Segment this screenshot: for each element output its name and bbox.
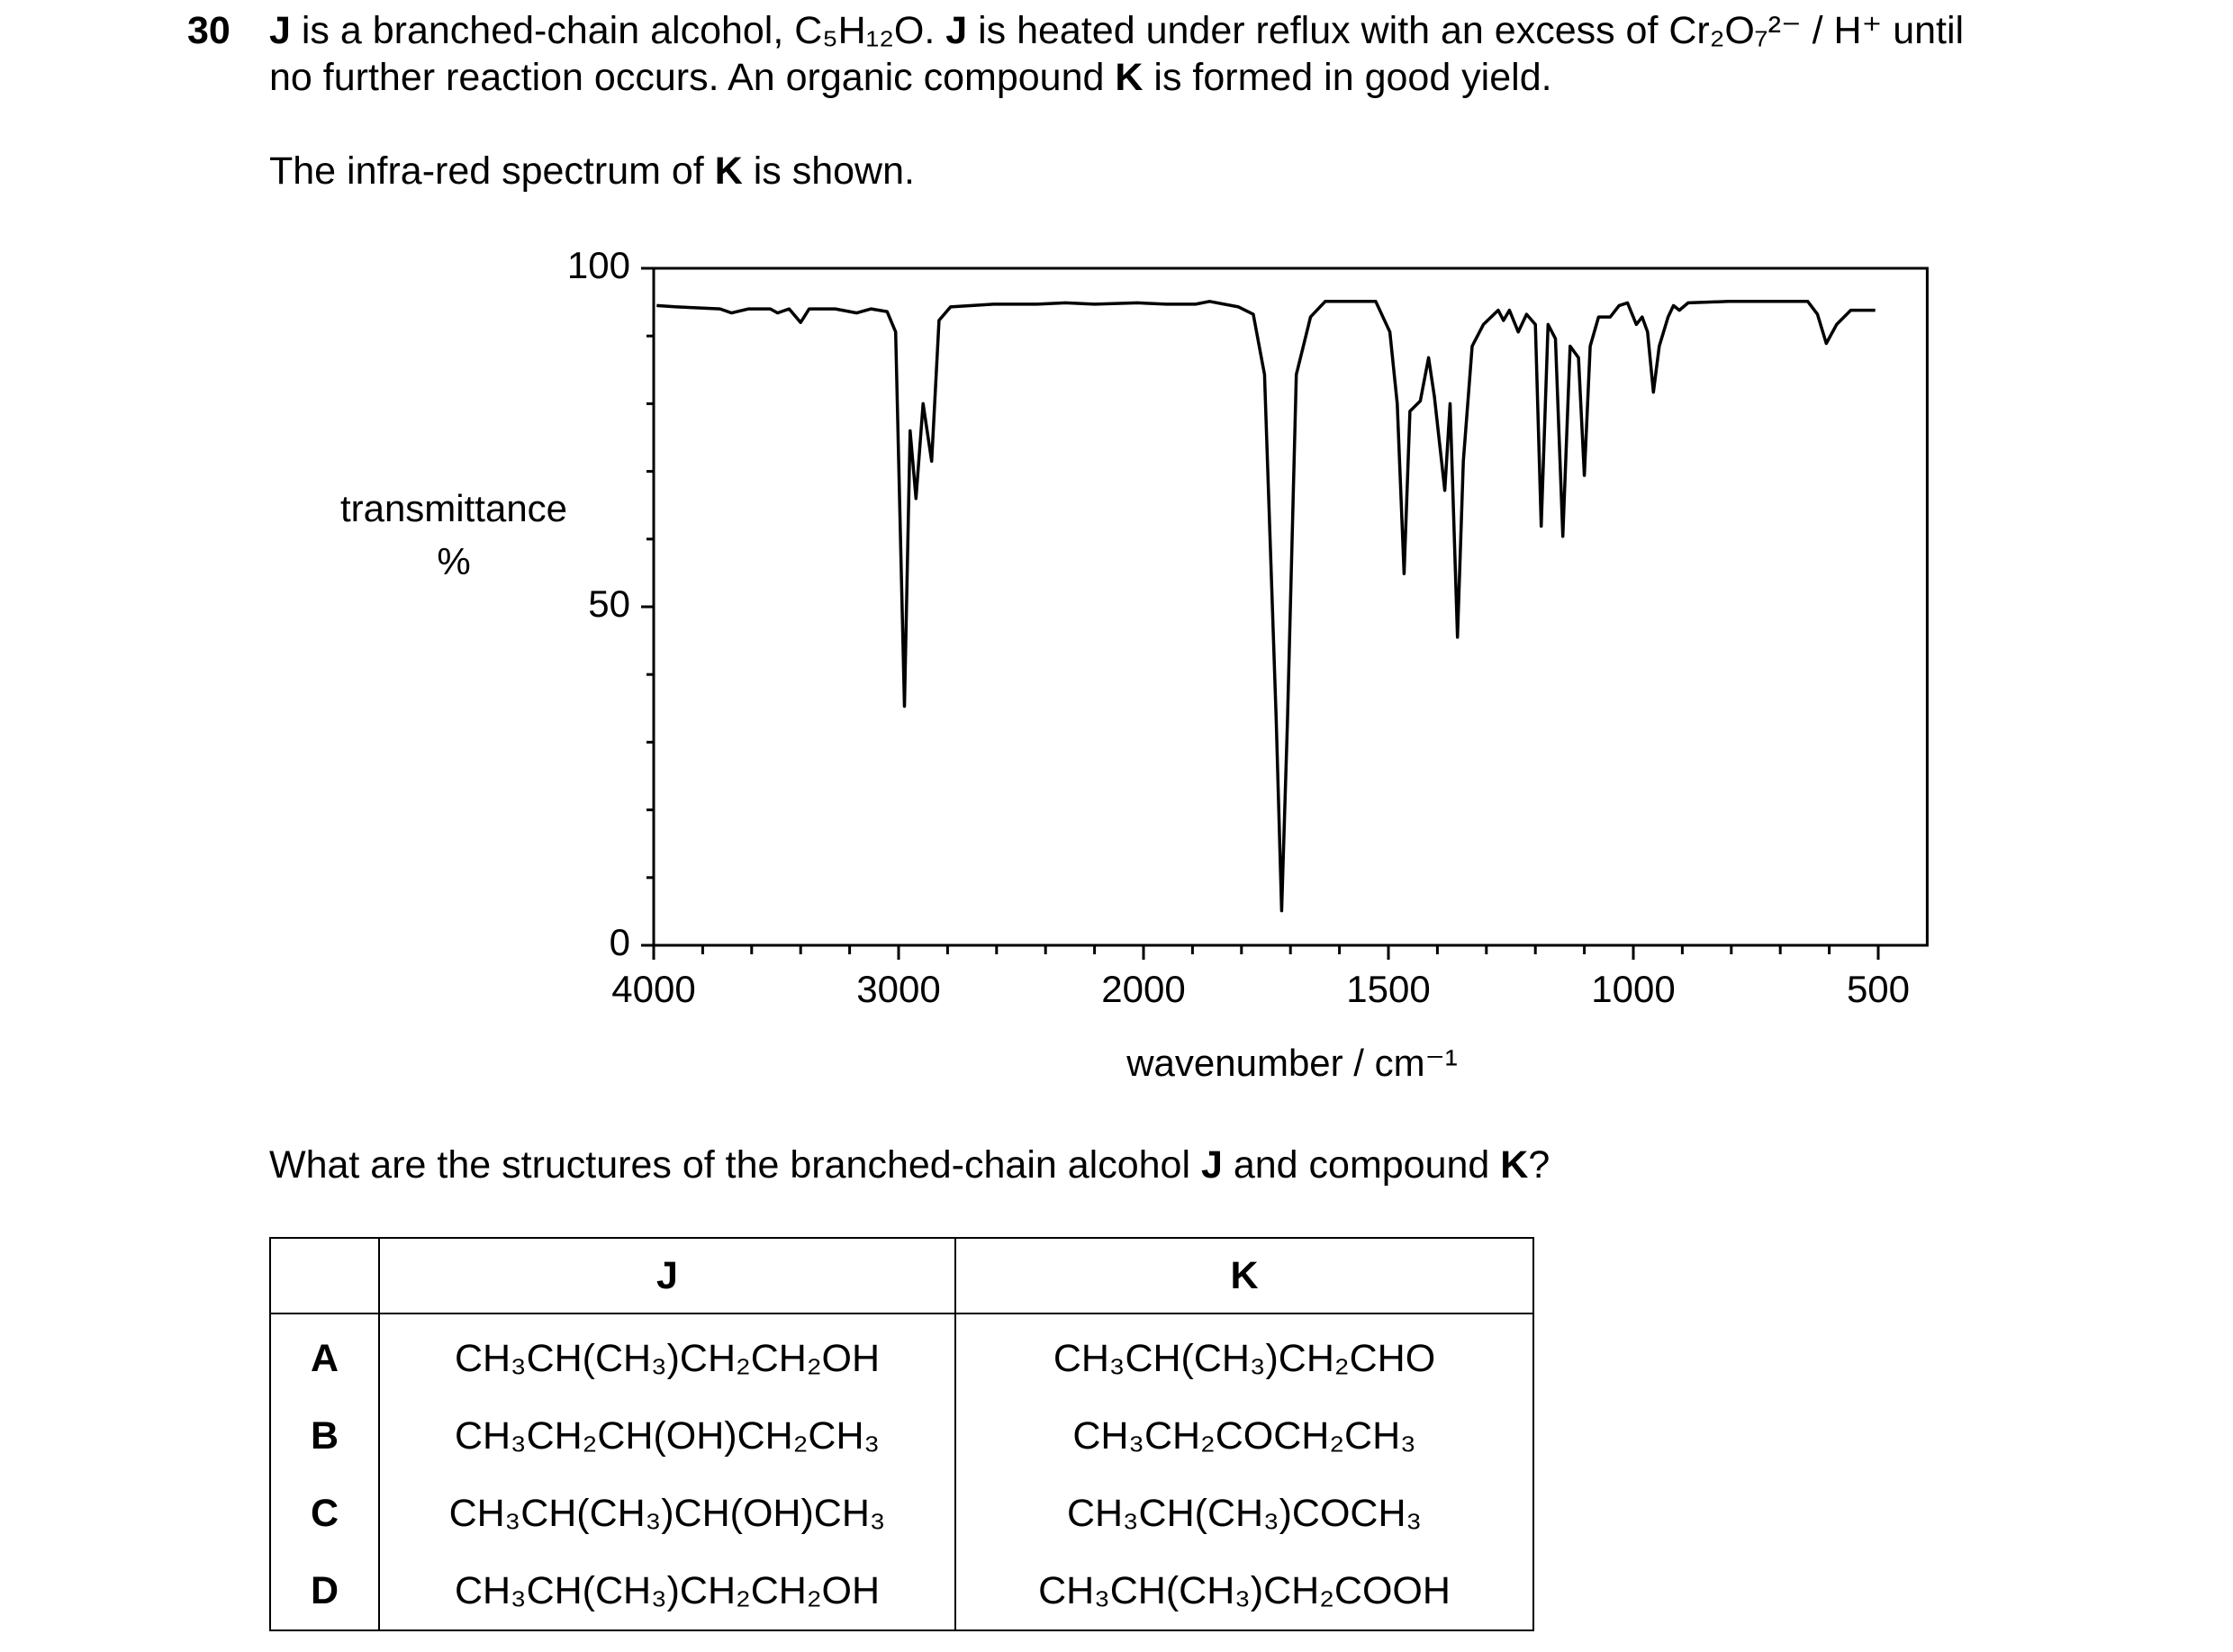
- formula-cell: CH₃CH(CH₃)CH₂COOH: [954, 1552, 1534, 1631]
- table-row: B CH₃CH₂CH(OH)CH₂CH₃ CH₃CH₂COCH₂CH₃: [269, 1397, 1534, 1475]
- option-letter: C: [269, 1475, 380, 1552]
- text-run: and compound: [1222, 1143, 1501, 1187]
- table-row: A CH₃CH(CH₃)CH₂CH₂OH CH₃CH(CH₃)CH₂CHO: [269, 1313, 1534, 1397]
- text-run: ?: [1528, 1143, 1550, 1187]
- table-row: D CH₃CH(CH₃)CH₂CH₂OH CH₃CH(CH₃)CH₂COOH: [269, 1552, 1534, 1631]
- text-run: J: [1200, 1143, 1223, 1187]
- text-run: J: [269, 9, 291, 52]
- spectrum-line: [656, 300, 1876, 913]
- header-cell: J: [378, 1237, 956, 1314]
- option-letter: A: [269, 1313, 380, 1397]
- x-tick-label: 1500: [1346, 968, 1430, 1010]
- question-line: J is a branched-chain alcohol, C₅H₁₂O. J…: [269, 7, 1964, 54]
- x-axis-label: wavenumber / cm⁻¹: [1126, 1042, 1458, 1084]
- formula-cell: CH₃CH₂COCH₂CH₃: [954, 1397, 1534, 1475]
- corner-cell: [269, 1237, 380, 1314]
- text-run: K: [1115, 56, 1144, 99]
- text-run: is heated under reflux with an excess of…: [967, 9, 1965, 52]
- question-line: no further reaction occurs. An organic c…: [269, 54, 1552, 101]
- text-run: K: [1500, 1143, 1529, 1187]
- x-tick-label: 500: [1847, 968, 1910, 1010]
- y-tick-label: 0: [610, 921, 630, 963]
- formula-cell: CH₃CH(CH₃)CH₂CH₂OH: [378, 1313, 956, 1397]
- text-run: K: [714, 149, 743, 193]
- question-number: 30: [187, 9, 231, 52]
- option-letter: D: [269, 1552, 380, 1631]
- prompt: What are the structures of the branched-…: [269, 1142, 1550, 1188]
- y-tick-label: 50: [588, 582, 630, 625]
- formula-cell: CH₃CH(CH₃)CH₂CH₂OH: [378, 1552, 956, 1631]
- text-run: is a branched-chain alcohol, C₅H₁₂O.: [290, 9, 946, 52]
- ir-spectrum: 4000 3000 2000 1500 1000 500 0 50 100 transmittan…: [340, 244, 1929, 1084]
- x-tick-label: 4000: [611, 968, 695, 1010]
- formula-cell: CH₃CH(CH₃)CH(OH)CH₃: [378, 1475, 956, 1552]
- formula-cell: CH₃CH(CH₃)COCH₃: [954, 1475, 1534, 1552]
- y-axis-label: %: [437, 540, 470, 582]
- text-run: J: [945, 9, 968, 52]
- spectrum-caption: The infra-red spectrum of K is shown.: [269, 148, 915, 194]
- text-run: no further reaction occurs. An organic c…: [269, 56, 1116, 99]
- x-tick-label: 2000: [1101, 968, 1185, 1010]
- table-row: C CH₃CH(CH₃)CH(OH)CH₃ CH₃CH(CH₃)COCH₃: [269, 1475, 1534, 1552]
- formula-cell: CH₃CH(CH₃)CH₂CHO: [954, 1313, 1534, 1397]
- y-tick-label: 100: [567, 244, 630, 286]
- header-cell: K: [954, 1237, 1534, 1314]
- x-tick-label: 3000: [856, 968, 940, 1010]
- option-letter: B: [269, 1397, 380, 1475]
- y-axis-label: transmittance: [340, 487, 567, 529]
- text-run: is formed in good yield.: [1143, 56, 1552, 99]
- text-run: The infra-red spectrum of: [269, 149, 715, 193]
- text-run: What are the structures of the branched-…: [269, 1143, 1201, 1187]
- x-tick-label: 1000: [1591, 968, 1675, 1010]
- text-run: is shown.: [742, 149, 915, 193]
- formula-cell: CH₃CH₂CH(OH)CH₂CH₃: [378, 1397, 956, 1475]
